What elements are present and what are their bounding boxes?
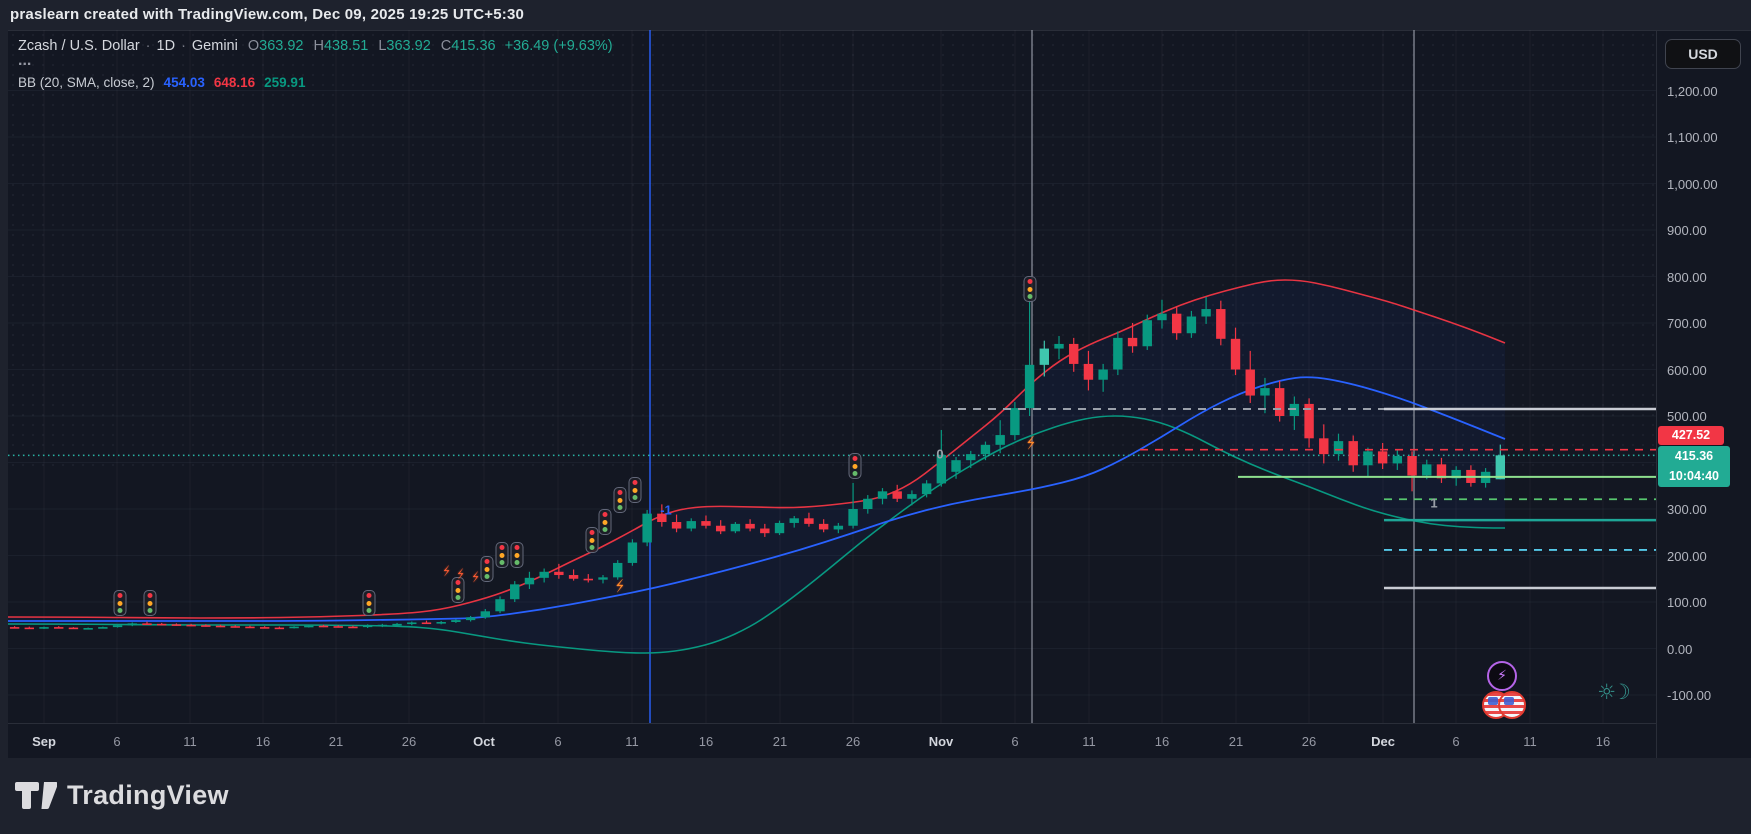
- chart-legend: Zcash / U.S. Dollar · 1D · Gemini O363.92 H438…: [18, 38, 613, 90]
- pill-icon: [1498, 691, 1526, 719]
- timeframe-label: 1D: [156, 38, 176, 54]
- time-tick-day: 6: [554, 734, 562, 749]
- symbol-name: Zcash / U.S. Dollar: [18, 38, 140, 54]
- change-value: +36.49 (+9.63%): [504, 38, 613, 54]
- price-tick-label: 600.00: [1667, 362, 1707, 378]
- time-tick-day: 16: [255, 734, 271, 749]
- bb-value: 648.16: [213, 75, 256, 90]
- time-tick-day: 16: [698, 734, 714, 749]
- bb-label: BB (20, SMA, close, 2): [18, 75, 155, 90]
- wave-count-label: -1: [660, 502, 672, 518]
- traffic-light-icon: [480, 556, 494, 582]
- time-tick-day: 21: [1228, 734, 1244, 749]
- sun-moon-icon: ☼☽: [1597, 680, 1631, 704]
- footer-bar: TradingView: [0, 758, 1751, 834]
- traffic-light-icon: [598, 509, 612, 535]
- price-axis[interactable]: USD 427.52 415.36 10:04:40 1,200.00 1,100…: [1656, 30, 1751, 759]
- ohlc-value: 363.92: [259, 38, 304, 54]
- price-tick-label: 500.00: [1667, 409, 1707, 424]
- alert-price-tag: 427.52: [1658, 426, 1724, 445]
- wave-count-label: 1: [1430, 495, 1438, 511]
- ohlc-values: O363.92 H438.51 L363.92 C415.36: [238, 38, 496, 54]
- traffic-light-icon: [362, 590, 376, 616]
- ohlc-value: 363.92: [386, 38, 431, 54]
- last-price-value: 415.36: [1674, 449, 1714, 463]
- ohlc-value: 415.36: [451, 38, 496, 54]
- time-tick-day: 11: [625, 734, 639, 749]
- traffic-light-icon: [585, 527, 599, 553]
- traffic-light-icon: [1023, 276, 1037, 302]
- snapshot-title-bar: praslearn created with TradingView.com, …: [0, 0, 1751, 30]
- snapshot-title: praslearn created with TradingView.com, …: [10, 6, 525, 23]
- price-tick-label: 0.00: [1667, 641, 1693, 657]
- time-tick-day: 6: [113, 734, 121, 749]
- price-tick-label: 900.00: [1667, 223, 1707, 238]
- tradingview-logo-icon: [15, 782, 57, 809]
- ohlc-key: C: [440, 38, 452, 54]
- last-price-tag: 415.36 10:04:40: [1658, 446, 1730, 487]
- traffic-light-icon: [613, 487, 627, 513]
- bb-indicator-row: BB (20, SMA, close, 2) 454.03 648.16 259.91: [18, 75, 613, 90]
- bb-value: 454.03: [163, 75, 205, 90]
- tradingview-logo[interactable]: TradingView: [15, 780, 229, 811]
- traffic-light-icon: [510, 542, 524, 568]
- ohlc-key: H: [313, 38, 324, 54]
- traffic-light-icon: [848, 453, 862, 479]
- time-tick-month: Dec: [1371, 734, 1395, 749]
- time-tick-day: 16: [1154, 734, 1170, 749]
- price-tick-label: 1,000.00: [1667, 176, 1718, 192]
- ohlc-key: L: [378, 38, 387, 54]
- time-tick-day: 26: [1301, 734, 1317, 749]
- wave-count-label: 0: [936, 446, 944, 462]
- time-tick-day: 11: [1082, 734, 1096, 749]
- ohlc-value: 438.51: [323, 38, 369, 54]
- bb-value: 259.91: [264, 75, 306, 90]
- time-tick-day: 16: [1595, 734, 1611, 749]
- time-tick-day: 26: [845, 734, 861, 749]
- time-tick-month: Sep: [32, 734, 56, 749]
- time-tick-day: 11: [183, 734, 197, 749]
- time-tick-day: 11: [1523, 734, 1537, 749]
- price-tick-label: -100.00: [1667, 688, 1712, 703]
- exchange-label: Gemini: [191, 38, 238, 54]
- price-tick-label: 1,200.00: [1667, 83, 1718, 99]
- time-tick-day: 6: [1011, 734, 1019, 749]
- bb-values: 454.03 648.16 259.91: [155, 75, 306, 90]
- price-tick-label: 1,100.00: [1667, 130, 1718, 145]
- tradingview-logo-text: TradingView: [67, 780, 229, 810]
- separator-dot: ·: [145, 38, 151, 54]
- bar-countdown: 10:04:40: [1668, 469, 1720, 483]
- price-tick-label: 300.00: [1667, 502, 1707, 517]
- time-tick-day: 21: [772, 734, 788, 749]
- time-tick-month: Nov: [928, 734, 954, 749]
- ohlc-key: O: [247, 38, 260, 54]
- chart-plot-area[interactable]: [8, 30, 1656, 759]
- traffic-light-icon: [143, 590, 157, 616]
- time-tick-month: Oct: [473, 734, 495, 749]
- time-axis[interactable]: Sep 6 11 16 21 26 Oct 6 11 16 21 26 Nov 6 11 16 21 26 Dec 6…: [8, 723, 1656, 759]
- price-tick-label: 100.00: [1667, 595, 1707, 610]
- zap-circle-icon: ⚡: [1487, 661, 1517, 691]
- symbol-row: Zcash / U.S. Dollar · 1D · Gemini O363.92 H438…: [18, 38, 613, 54]
- price-tick-label: 700.00: [1667, 316, 1707, 331]
- currency-toggle-button[interactable]: USD: [1665, 39, 1741, 69]
- price-tick-label: 200.00: [1667, 548, 1707, 564]
- legend-more-button[interactable]: ...: [18, 52, 32, 69]
- traffic-light-icon: [451, 577, 465, 603]
- traffic-light-icon: [628, 477, 642, 503]
- time-tick-day: 6: [1452, 734, 1460, 749]
- traffic-light-icon: [113, 590, 127, 616]
- price-tick-label: 800.00: [1667, 269, 1707, 285]
- time-tick-day: 26: [401, 734, 417, 749]
- time-tick-day: 21: [328, 734, 344, 749]
- traffic-light-icon: [495, 542, 509, 568]
- separator-dot: ·: [181, 38, 186, 54]
